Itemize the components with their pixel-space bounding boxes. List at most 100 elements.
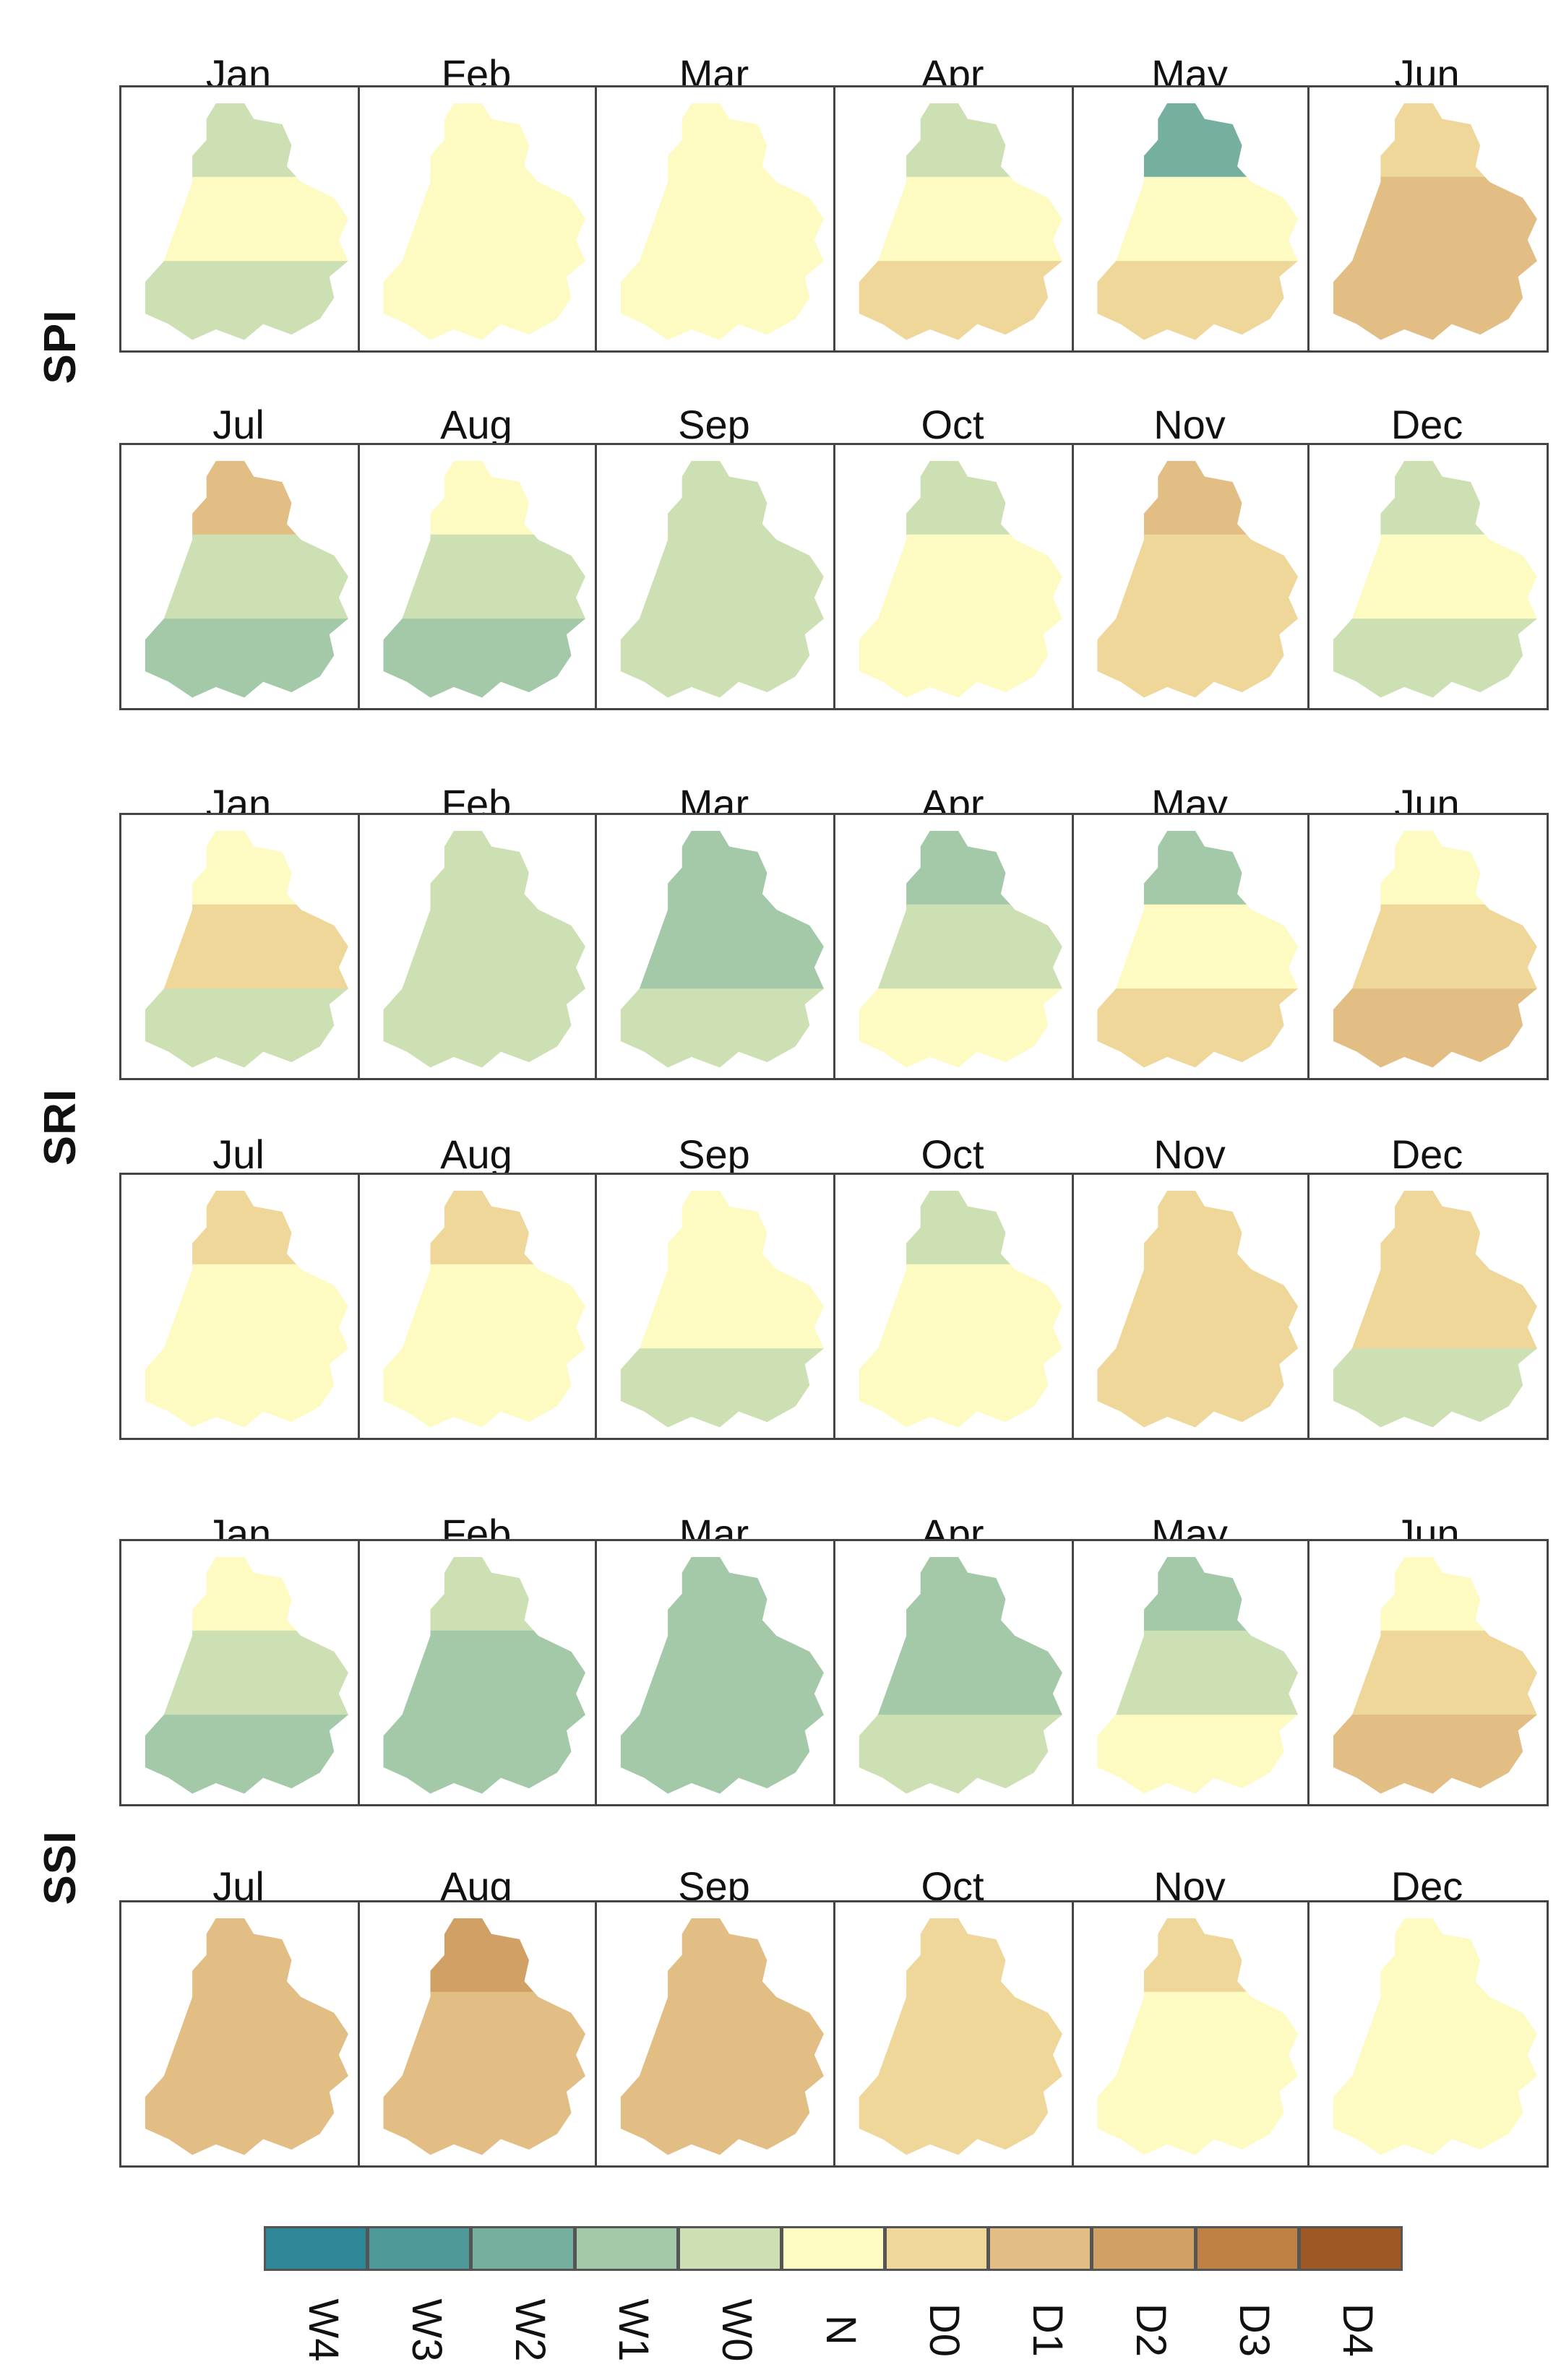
region-mid	[620, 904, 824, 991]
month-label-sri-dec: Dec	[1390, 1131, 1463, 1177]
legend-swatch-d2	[1091, 2226, 1196, 2271]
map-panel-spi-dec	[1307, 443, 1549, 710]
region-north	[1333, 1190, 1537, 1266]
region-south	[145, 1715, 348, 1794]
basin-map	[859, 103, 1062, 340]
legend-label-d3: D3	[1231, 2303, 1278, 2358]
month-label-spi-nov: Nov	[1153, 402, 1226, 447]
legend-label-d0: D0	[920, 2303, 968, 2358]
map-panel-ssi-dec	[1307, 1900, 1549, 2168]
region-north	[383, 1190, 585, 1266]
region-mid	[620, 1991, 824, 2078]
map-panel-spi-feb	[358, 85, 597, 353]
basin-map	[1097, 460, 1299, 698]
map-panel-sri-aug	[358, 1173, 597, 1440]
month-label-spi-jul: Jul	[212, 402, 265, 447]
region-south	[859, 1348, 1062, 1428]
region-mid	[859, 1991, 1062, 2078]
region-south	[383, 988, 585, 1068]
region-mid	[1333, 1630, 1537, 1717]
map-panel-spi-jul	[119, 443, 360, 710]
region-mid	[1097, 1630, 1299, 1717]
region-mid	[1097, 176, 1299, 263]
region-south	[1333, 1348, 1537, 1428]
map-panel-spi-apr	[833, 85, 1074, 353]
region-north	[1333, 1556, 1537, 1632]
region-mid	[620, 534, 824, 621]
basin-map	[620, 1556, 824, 1794]
map-panel-ssi-oct	[833, 1900, 1074, 2168]
map-panel-sri-jul	[119, 1173, 360, 1440]
region-north	[1097, 1556, 1299, 1632]
region-south	[1097, 2076, 1299, 2155]
map-panel-sri-mar	[595, 813, 835, 1080]
region-north	[383, 1918, 585, 1993]
map-panel-sri-nov	[1072, 1173, 1310, 1440]
legend-label-d4: D4	[1334, 2303, 1382, 2358]
basin-map	[1333, 1190, 1537, 1428]
basin-map	[859, 1190, 1062, 1428]
region-south	[620, 2076, 824, 2155]
region-south	[1333, 261, 1537, 340]
map-panel-ssi-apr	[833, 1539, 1074, 1806]
region-mid	[859, 1264, 1062, 1350]
region-south	[383, 1715, 585, 1794]
legend-colorbar	[264, 2226, 1403, 2271]
map-panel-spi-sep	[595, 443, 835, 710]
legend-label-w0: W0	[713, 2298, 761, 2362]
basin-map	[620, 1918, 824, 2155]
region-north	[1097, 1190, 1299, 1266]
region-north	[145, 103, 348, 178]
map-panel-ssi-aug	[358, 1900, 597, 2168]
region-mid	[1097, 1991, 1299, 2078]
basin-map	[620, 460, 824, 698]
region-south	[1333, 1715, 1537, 1794]
map-panel-sri-sep	[595, 1173, 835, 1440]
region-north	[383, 1556, 585, 1632]
region-mid	[1097, 904, 1299, 991]
basin-map	[145, 1918, 348, 2155]
region-north	[859, 830, 1062, 906]
region-south	[620, 1348, 824, 1428]
region-mid	[1097, 1264, 1299, 1350]
legend-label-d1: D1	[1023, 2303, 1071, 2358]
region-north	[620, 830, 824, 906]
region-south	[1097, 618, 1299, 698]
legend-swatch-w4	[264, 2226, 369, 2271]
index-label-sri: SRI	[35, 1088, 85, 1166]
month-label-spi-aug: Aug	[440, 402, 512, 447]
region-mid	[859, 1630, 1062, 1717]
region-mid	[620, 1264, 824, 1350]
map-panel-ssi-nov	[1072, 1900, 1310, 2168]
legend-label-n: N	[817, 2315, 864, 2345]
region-south	[1097, 988, 1299, 1068]
basin-map	[1333, 830, 1537, 1068]
legend-label-w1: W1	[610, 2298, 658, 2362]
region-south	[145, 2076, 348, 2155]
basin-map	[1097, 103, 1299, 340]
region-north	[620, 1556, 824, 1632]
region-south	[1097, 1348, 1299, 1428]
region-mid	[620, 1630, 824, 1717]
region-north	[1333, 460, 1537, 536]
region-mid	[383, 176, 585, 263]
region-south	[145, 261, 348, 340]
region-north	[1333, 830, 1537, 906]
region-south	[1333, 2076, 1537, 2155]
region-south	[383, 618, 585, 698]
map-panel-spi-oct	[833, 443, 1074, 710]
region-north	[145, 1556, 348, 1632]
region-north	[859, 1556, 1062, 1632]
basin-map	[620, 103, 824, 340]
basin-map	[620, 830, 824, 1068]
region-mid	[859, 176, 1062, 263]
basin-map	[1097, 1556, 1299, 1794]
region-south	[383, 261, 585, 340]
legend-swatch-d0	[885, 2226, 989, 2271]
legend-swatch-d4	[1298, 2226, 1403, 2271]
map-panel-sri-jan	[119, 813, 360, 1080]
region-south	[859, 2076, 1062, 2155]
region-mid	[1333, 534, 1537, 621]
map-panel-sri-oct	[833, 1173, 1074, 1440]
